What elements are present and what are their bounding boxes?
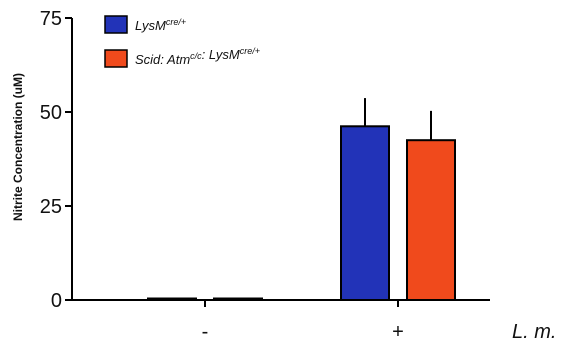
legend-label-part: LysM [135, 18, 166, 33]
bars [147, 98, 456, 302]
x-tick-label: + [392, 321, 404, 343]
bar [213, 297, 263, 301]
y-tick-label: 0 [51, 290, 62, 312]
x-axis-label: L. m. [512, 321, 556, 343]
legend: LysMcre/+Scid: Atmc/c: LysMcre/+ [104, 15, 260, 68]
legend-label-superscript: cre/+ [166, 17, 186, 27]
legend-label-part: Scid: Atm [135, 52, 190, 67]
legend-swatch [104, 49, 128, 68]
bar [147, 297, 197, 301]
legend-label-part: : LysM [202, 47, 240, 62]
bar [340, 125, 390, 302]
y-tick-label: 50 [40, 102, 62, 124]
legend-label: Scid: Atmc/c: LysMcre/+ [135, 46, 260, 67]
legend-label-superscript: cre/+ [240, 46, 260, 56]
y-tick-label: 25 [40, 196, 62, 218]
bar [406, 139, 456, 301]
x-tick-label: - [202, 321, 209, 343]
legend-label: LysMcre/+ [135, 17, 186, 33]
legend-label-superscript: c/c [190, 51, 202, 61]
axes: 0 25 50 75 - + [40, 8, 490, 343]
legend-swatch [104, 15, 128, 34]
y-axis-label: Nitrite Concentration (uM) [11, 73, 25, 221]
y-tick-label: 75 [40, 8, 62, 30]
